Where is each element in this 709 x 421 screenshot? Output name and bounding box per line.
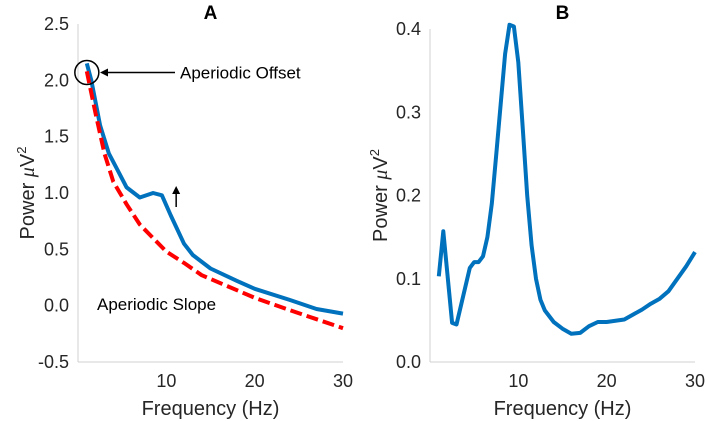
y-tick-label: 1.0 [44, 183, 69, 203]
y-tick-label: 0.0 [396, 352, 421, 372]
offset-circle [74, 59, 100, 86]
y-tick-label: 0.3 [396, 102, 421, 122]
y-tick-label: -0.5 [38, 352, 69, 372]
aperiodic-fit-line [84, 70, 344, 331]
y-axis-label: Power μV2 [367, 149, 392, 242]
offset-annotation: Aperiodic Offset [180, 63, 301, 82]
y-tick-label: 2.5 [44, 14, 69, 34]
panel-title: B [556, 3, 570, 24]
y-tick-label: 0.1 [396, 269, 421, 289]
x-axis-label: Frequency (Hz) [142, 398, 280, 420]
y-tick-label: 0.2 [396, 186, 421, 206]
y-axis-label: Power μV2 [14, 147, 39, 240]
y-tick-label: 1.5 [44, 127, 69, 147]
y-tick-label: 0.0 [44, 296, 69, 316]
power-spectrum-line [436, 22, 697, 336]
y-tick-label: 2.0 [44, 70, 69, 90]
slope-arrowhead [172, 186, 181, 194]
x-tick-label: 30 [685, 371, 705, 391]
offset-arrowhead [100, 68, 108, 77]
y-tick-label: 0.5 [44, 239, 69, 259]
x-tick-label: 20 [597, 371, 617, 391]
x-axis-label: Frequency (Hz) [494, 398, 632, 420]
panel-title: A [204, 3, 218, 24]
x-tick-label: 10 [508, 371, 528, 391]
x-tick-label: 20 [245, 371, 265, 391]
y-tick-label: 0.4 [396, 19, 421, 39]
panel-a: -0.5 0.0 0.5 1.0 1.5 2.0 2.5 10 20 30 Frequency (H… [14, 3, 353, 420]
x-tick-label: 30 [333, 371, 353, 391]
panel-b: 0.0 0.1 0.2 0.3 0.4 10 20 30 Frequency (Hz) Power… [367, 3, 705, 420]
power-spectrum-line [84, 62, 344, 316]
slope-annotation: Aperiodic Slope [97, 295, 216, 314]
x-tick-label: 10 [156, 371, 176, 391]
